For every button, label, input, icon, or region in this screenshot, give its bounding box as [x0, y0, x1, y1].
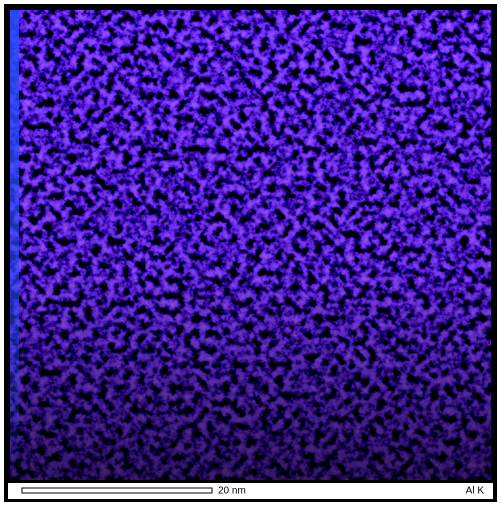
page: 20 nm Al K (() => { const data = JSON.pa…	[0, 0, 501, 506]
scale-bar-label: 20 nm	[218, 486, 246, 497]
eds-map-view: 20 nm Al K	[0, 0, 501, 506]
scale-bar	[22, 488, 212, 493]
element-label: Al K	[466, 486, 485, 497]
map-shading	[10, 10, 491, 480]
map-edge	[10, 10, 19, 480]
